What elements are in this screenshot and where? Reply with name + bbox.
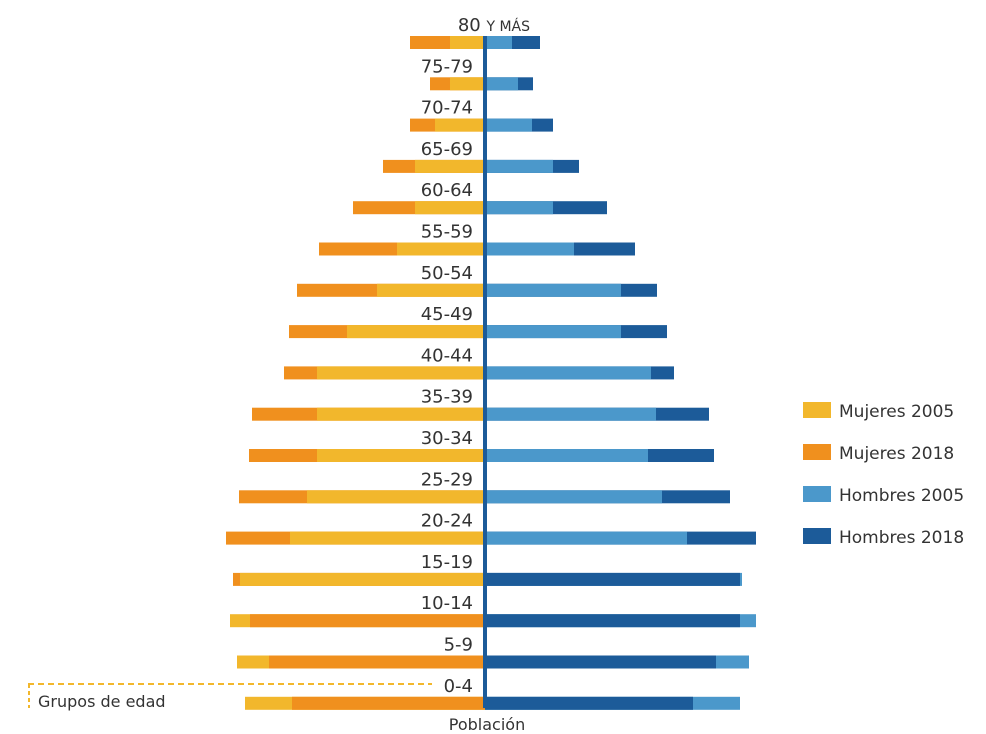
legend-swatch-mujeres-2005: [803, 402, 831, 418]
bar-hombres-2005-70-74: [485, 118, 532, 132]
legend-label-mujeres-2005: Mujeres 2005: [839, 402, 954, 422]
age-label-80-y-m-s: 80 Y MÁS: [458, 15, 530, 36]
bar-mujeres-2018-10-14: [250, 614, 485, 628]
legend-label-mujeres-2018: Mujeres 2018: [839, 444, 954, 464]
bar-mujeres-2005-50-54: [377, 283, 485, 297]
legend-swatch-hombres-2018: [803, 528, 831, 544]
bar-mujeres-2005-75-79: [450, 77, 485, 91]
bar-mujeres-2005-15-19: [240, 572, 485, 586]
age-label-0-4: 0-4: [444, 676, 473, 697]
legend-label-hombres-2005: Hombres 2005: [839, 486, 964, 506]
age-label-75-79: 75-79: [421, 56, 473, 77]
bar-mujeres-2005-45-49: [347, 325, 485, 339]
age-label-45-49: 45-49: [421, 304, 473, 325]
age-label-35-39: 35-39: [421, 387, 473, 408]
legend-swatch-hombres-2005: [803, 486, 831, 502]
bar-hombres-2018-10-14: [485, 614, 740, 628]
bar-hombres-2005-80-y-m-s: [485, 36, 512, 49]
bar-mujeres-2005-55-59: [397, 242, 485, 256]
bar-mujeres-2005-20-24: [290, 531, 485, 545]
bar-hombres-2018-5-9: [485, 655, 716, 669]
age-label-30-34: 30-34: [421, 428, 473, 449]
age-labels-group: 80 Y MÁS 75-79 70-74 65-69 60-64 55-59 50-54 45…: [421, 15, 530, 697]
age-label-40-44: 40-44: [421, 345, 473, 366]
bar-hombres-2005-75-79: [485, 77, 518, 91]
bar-mujeres-2005-35-39: [317, 407, 485, 421]
age-label-25-29: 25-29: [421, 469, 473, 490]
age-label-70-74: 70-74: [421, 98, 473, 119]
bar-hombres-2018-0-4: [485, 696, 693, 710]
bar-mujeres-2005-70-74: [435, 118, 485, 132]
bar-mujeres-2018-0-4: [292, 696, 485, 710]
bar-hombres-2005-35-39: [485, 407, 656, 421]
age-label-5-9: 5-9: [444, 635, 473, 656]
bar-hombres-2005-55-59: [485, 242, 574, 256]
bar-hombres-2005-50-54: [485, 283, 621, 297]
bar-mujeres-2005-30-34: [317, 449, 485, 462]
bar-hombres-2005-30-34: [485, 449, 648, 462]
legend-swatch-mujeres-2018: [803, 444, 831, 460]
bar-mujeres-2005-25-29: [307, 490, 485, 504]
age-label-10-14: 10-14: [421, 593, 473, 614]
bars-group: [226, 36, 756, 710]
age-label-50-54: 50-54: [421, 263, 473, 284]
bar-hombres-2005-20-24: [485, 531, 687, 545]
age-label-20-24: 20-24: [421, 511, 473, 532]
bar-mujeres-2005-40-44: [317, 366, 485, 380]
bar-mujeres-2005-65-69: [415, 159, 485, 173]
bar-hombres-2005-60-64: [485, 201, 553, 215]
y-axis-title: Grupos de edad: [38, 692, 166, 711]
bar-hombres-2005-65-69: [485, 159, 553, 173]
x-axis-title: Población: [449, 715, 525, 734]
legend: Mujeres 2005 Mujeres 2018 Hombres 2005 Homb…: [803, 402, 964, 548]
bar-mujeres-2005-80-y-m-s: [450, 36, 485, 49]
age-label-15-19: 15-19: [421, 552, 473, 573]
y-axis-title-group: Grupos de edad: [28, 683, 432, 711]
age-label-65-69: 65-69: [421, 139, 473, 160]
age-label-60-64: 60-64: [421, 180, 473, 201]
bar-hombres-2005-25-29: [485, 490, 662, 504]
bar-hombres-2018-15-19: [485, 572, 740, 586]
bar-hombres-2005-40-44: [485, 366, 651, 380]
bar-mujeres-2005-60-64: [415, 201, 485, 215]
bar-mujeres-2018-5-9: [269, 655, 485, 669]
bar-hombres-2005-45-49: [485, 325, 621, 339]
legend-label-hombres-2018: Hombres 2018: [839, 528, 964, 548]
age-label-55-59: 55-59: [421, 222, 473, 243]
